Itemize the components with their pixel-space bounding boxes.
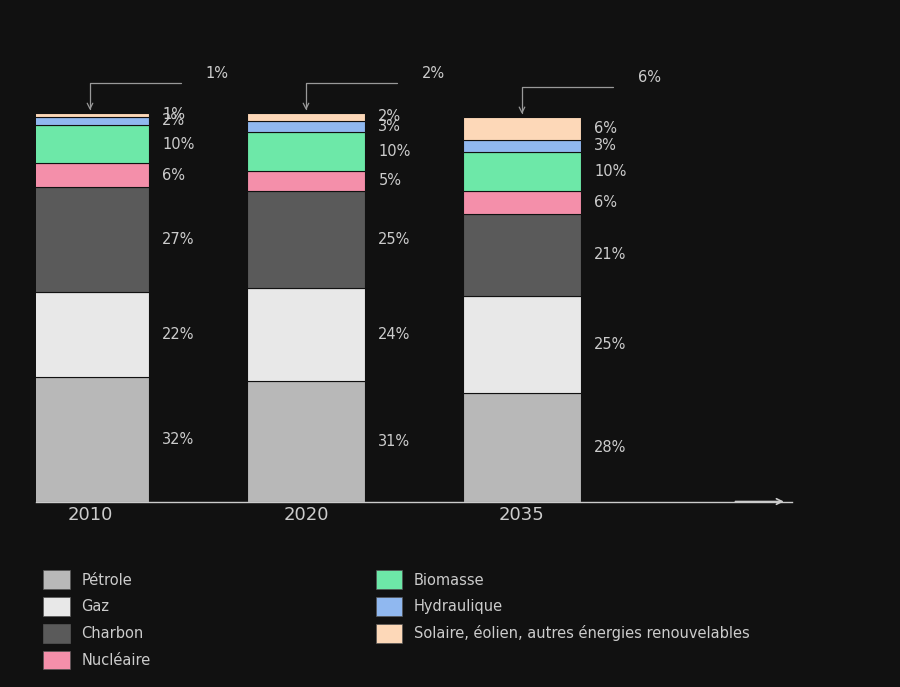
Text: 25%: 25% bbox=[594, 337, 626, 352]
Text: 10%: 10% bbox=[378, 144, 410, 159]
Text: 6%: 6% bbox=[637, 70, 661, 85]
Bar bbox=[31, 113, 149, 117]
Bar bbox=[247, 191, 365, 288]
Bar bbox=[31, 187, 149, 292]
Text: 2%: 2% bbox=[421, 66, 445, 81]
Bar bbox=[247, 288, 365, 381]
Bar bbox=[247, 381, 365, 502]
Bar bbox=[463, 393, 581, 502]
Text: 27%: 27% bbox=[162, 232, 195, 247]
Bar bbox=[247, 133, 365, 171]
Bar bbox=[247, 121, 365, 133]
Text: 3%: 3% bbox=[378, 119, 401, 134]
Text: 31%: 31% bbox=[378, 433, 410, 449]
Text: 2%: 2% bbox=[162, 113, 185, 128]
Bar bbox=[31, 124, 149, 164]
Bar bbox=[247, 113, 365, 121]
Bar bbox=[31, 292, 149, 377]
Text: 22%: 22% bbox=[162, 327, 195, 342]
Text: 32%: 32% bbox=[162, 432, 194, 447]
Text: 10%: 10% bbox=[594, 164, 626, 179]
Text: 25%: 25% bbox=[378, 232, 410, 247]
Text: 6%: 6% bbox=[594, 121, 617, 136]
Text: 2%: 2% bbox=[378, 109, 401, 124]
Text: 3%: 3% bbox=[594, 139, 617, 153]
Text: 5%: 5% bbox=[378, 173, 401, 188]
Bar bbox=[463, 191, 581, 214]
Bar bbox=[463, 140, 581, 152]
Bar bbox=[463, 214, 581, 295]
Bar bbox=[31, 117, 149, 124]
Text: 1%: 1% bbox=[205, 66, 229, 81]
Text: 21%: 21% bbox=[594, 247, 626, 262]
Text: 10%: 10% bbox=[162, 137, 194, 152]
Bar bbox=[463, 152, 581, 191]
Text: 24%: 24% bbox=[378, 327, 410, 342]
Text: 1%: 1% bbox=[162, 107, 185, 122]
Bar bbox=[463, 295, 581, 393]
Bar bbox=[31, 377, 149, 502]
Bar bbox=[463, 117, 581, 140]
Text: 6%: 6% bbox=[594, 195, 617, 210]
Bar bbox=[31, 164, 149, 187]
Text: 6%: 6% bbox=[162, 168, 185, 183]
Text: 28%: 28% bbox=[594, 440, 626, 455]
Legend: Biomasse, Hydraulique, Solaire, éolien, autres énergies renouvelables: Biomasse, Hydraulique, Solaire, éolien, … bbox=[376, 570, 750, 642]
Bar bbox=[247, 171, 365, 191]
